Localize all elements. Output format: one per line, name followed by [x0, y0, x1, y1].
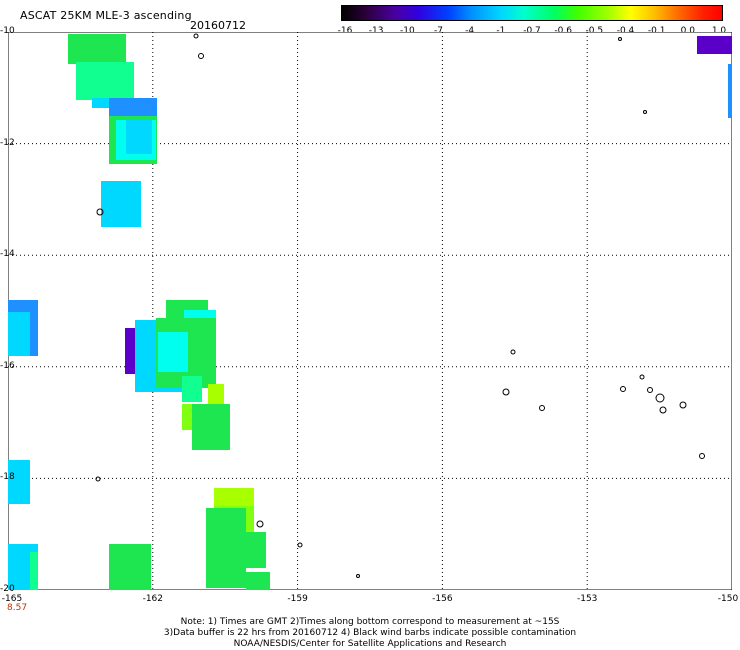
colorbar-tick: -0.4 [616, 26, 635, 36]
colorbar-tick: 1.0 [711, 26, 727, 36]
island-outline [699, 453, 705, 459]
wind-cell [109, 544, 151, 590]
lat-tick-label: -10 [0, 26, 15, 36]
island-outline [502, 388, 510, 396]
colorbar-tick: -0.6 [554, 26, 572, 36]
wind-cell [246, 572, 270, 590]
island-outline [620, 386, 626, 392]
wind-cell [697, 36, 732, 54]
colorbar-tick: -1 [496, 26, 506, 36]
colorbar [341, 5, 723, 21]
colorbar-tick: -13 [368, 26, 384, 36]
island-outline [198, 53, 204, 59]
colorbar-tick: -10 [399, 26, 415, 36]
lat-tick-label: -18 [0, 472, 15, 483]
lon-tick-label: -156 [432, 594, 453, 604]
island-outline [639, 374, 645, 380]
lat-tick-label: -20 [0, 584, 15, 594]
island-outline [659, 406, 667, 414]
wind-cell [182, 376, 202, 402]
island-outline [618, 37, 622, 41]
colorbar-tick: -0.1 [647, 26, 666, 36]
note-line-3: NOAA/NESDIS/Center for Satellite Applica… [233, 639, 507, 649]
map-title: ASCAT 25KM MLE-3 ascending [20, 9, 192, 22]
island-outlines [95, 33, 705, 578]
island-outline [643, 110, 647, 114]
island-outline [297, 542, 303, 548]
colorbar-tick: -16 [337, 26, 353, 36]
wind-cell [109, 98, 157, 120]
wind-swaths [8, 34, 732, 590]
colorbar-tick: -0.5 [585, 26, 604, 36]
wind-cell [101, 181, 141, 227]
lat-tick-label: -16 [0, 360, 15, 371]
island-outline [95, 476, 101, 482]
island-outline [96, 208, 104, 216]
wind-cell [158, 332, 188, 372]
wind-cell [208, 384, 224, 406]
wind-cell [214, 532, 266, 568]
map-plot [8, 32, 732, 590]
wind-cell [92, 98, 122, 108]
colorbar-tick: -4 [465, 26, 475, 36]
colorbar-tick: 0.0 [680, 26, 695, 36]
wind-cell [192, 404, 230, 450]
wind-cell [8, 312, 30, 356]
wind-cell [126, 120, 152, 154]
lat-tick-label: -12 [0, 137, 15, 148]
island-outline [539, 405, 545, 411]
wind-cell [76, 62, 134, 100]
lon-tick-label: -165 [1, 594, 23, 604]
colorbar-tick: -0.7 [523, 26, 541, 36]
wind-cell [8, 460, 30, 504]
note-line-1: Note: 1) Times are GMT 2)Times along bot… [180, 617, 560, 627]
lon-tick-label: -153 [576, 594, 598, 604]
wind-cell [68, 34, 126, 64]
colorbar-tick: -7 [434, 26, 443, 36]
island-outline [510, 349, 516, 355]
note-line-2: 3)Data buffer is 22 hrs from 20160712 4)… [163, 628, 577, 638]
lon-tick-label: -159 [287, 594, 308, 604]
island-outline [647, 387, 653, 393]
map-date: 20160712 [190, 19, 246, 32]
lon-tick-label: -150 [717, 594, 739, 604]
lon-tick-label: -162 [142, 594, 164, 604]
island-outline [679, 401, 687, 409]
wind-cell [30, 552, 38, 590]
lat-tick-label: -14 [0, 249, 15, 260]
island-outline [193, 33, 199, 39]
wind-cell [728, 64, 732, 118]
island-outline [256, 520, 264, 528]
wind-cell [214, 488, 254, 508]
corner-value: 8.57 [7, 603, 28, 613]
island-outline [655, 393, 665, 403]
island-outline [356, 574, 360, 578]
